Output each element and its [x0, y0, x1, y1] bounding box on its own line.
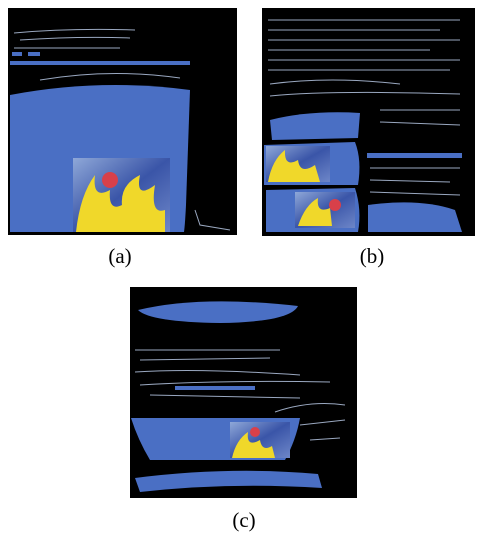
piece	[175, 386, 255, 390]
flame-detail	[250, 427, 260, 437]
flame-detail	[329, 199, 341, 211]
panel-a	[8, 8, 237, 235]
piece	[28, 52, 40, 56]
panel-b	[262, 8, 475, 236]
caption: (a)	[108, 244, 131, 268]
caption: (c)	[232, 508, 255, 532]
page: {"figure": {"panels": [{"label": "(a)"},…	[0, 0, 488, 534]
caption: (b)	[360, 244, 385, 268]
piece	[12, 52, 22, 56]
flame-detail	[102, 172, 118, 188]
panel-c	[130, 287, 357, 498]
piece	[367, 153, 462, 158]
piece	[10, 61, 190, 65]
figure: (a) (b) (c)	[0, 0, 488, 534]
